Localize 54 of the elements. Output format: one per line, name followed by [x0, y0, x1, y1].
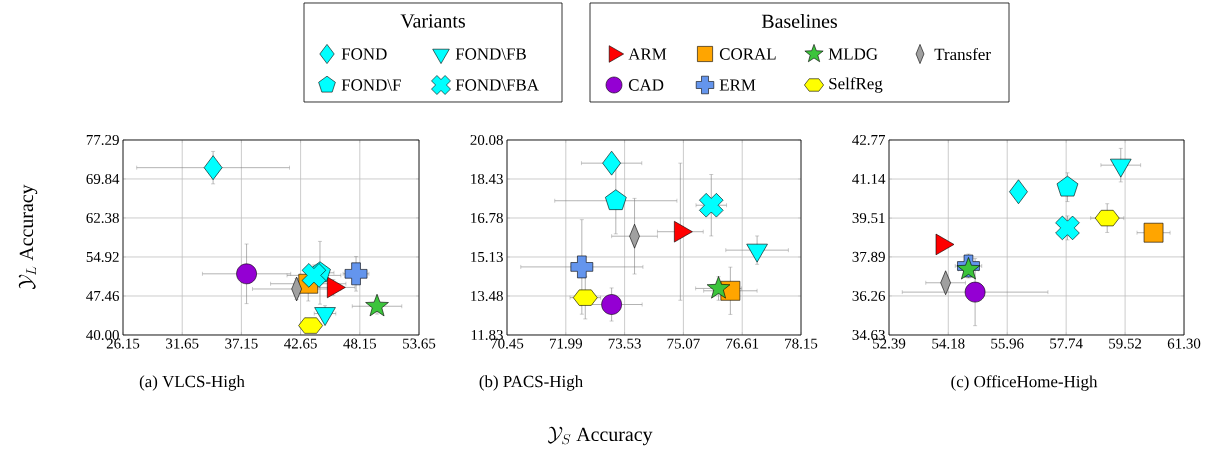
y-tick-label: 39.51 [852, 213, 885, 224]
x-axis-title: $\mathcal{Y}_S \text{ Accuracy}$ [548, 426, 653, 446]
text: (a) VLCS-High [139, 375, 245, 391]
legend-label: FOND\F [341, 79, 401, 91]
y-tick-label: 13.48 [471, 290, 503, 302]
y-tick-label: 47.46 [86, 290, 120, 302]
x-tick-label: 52.39 [873, 338, 906, 349]
y-tick-label: 34.63 [852, 329, 885, 341]
y-tick-label: 42.77 [852, 134, 886, 146]
legend-label: FOND\FB [455, 48, 526, 60]
legend-label: ARM [628, 48, 667, 60]
y-tick-label: 18.43 [471, 173, 503, 185]
text: (b) PACS-High [479, 375, 583, 391]
y-axis-title: $\mathcal{Y}_L \text{ Accuracy}$ [18, 184, 38, 289]
legend-label: FOND\FBA [455, 79, 539, 91]
legend-label: MLDG [828, 48, 878, 60]
legend-label: Transfer [934, 47, 991, 61]
x-tick-label: 31.65 [166, 338, 199, 349]
y-tick-label: 69.84 [86, 173, 120, 185]
x-tick-label: 71.99 [549, 338, 582, 349]
legend-label: ERM [719, 79, 756, 91]
x-tick-label: 57.74 [1050, 338, 1083, 349]
x-tick-label: 70.45 [491, 338, 524, 349]
x-tick-label: 55.96 [991, 338, 1024, 349]
y-tick-label: 16.78 [471, 212, 503, 224]
legend-label: FOND [341, 48, 387, 60]
y-tick-label: 11.83 [471, 329, 503, 341]
y-tick-label: 40.00 [86, 329, 119, 341]
x-tick-label: 42.65 [284, 338, 317, 349]
x-tick-label: 78.15 [785, 338, 818, 349]
y-tick-label: 15.13 [471, 251, 503, 263]
legend-label: SelfReg [829, 77, 883, 93]
x-tick-label: 59.52 [1109, 338, 1142, 349]
y-tick-label: 41.14 [852, 174, 886, 185]
x-tick-label: 75.07 [667, 338, 700, 349]
y-tick-label: 37.89 [852, 251, 885, 262]
y-tick-label: 36.26 [852, 290, 886, 302]
text: Baselines [761, 13, 837, 28]
x-tick-label: 48.15 [343, 338, 377, 349]
x-tick-label: 37.15 [225, 338, 258, 349]
x-tick-label: 26.15 [106, 338, 140, 349]
x-tick-label: 53.65 [403, 338, 436, 349]
x-tick-label: 61.30 [1167, 338, 1201, 349]
x-tick-label: 73.53 [608, 338, 641, 349]
legend-label: CAD [628, 79, 664, 91]
text: Variants [400, 14, 465, 28]
y-tick-label: 54.92 [86, 251, 119, 263]
legend-label: CORAL [719, 48, 776, 60]
y-tick-label: 62.38 [86, 212, 119, 224]
text: (c) OfficeHome-High [951, 375, 1098, 391]
x-tick-label: 54.18 [932, 338, 965, 349]
y-tick-label: 77.29 [86, 134, 119, 146]
x-tick-label: 76.61 [726, 338, 759, 349]
y-tick-label: 20.08 [470, 134, 503, 146]
